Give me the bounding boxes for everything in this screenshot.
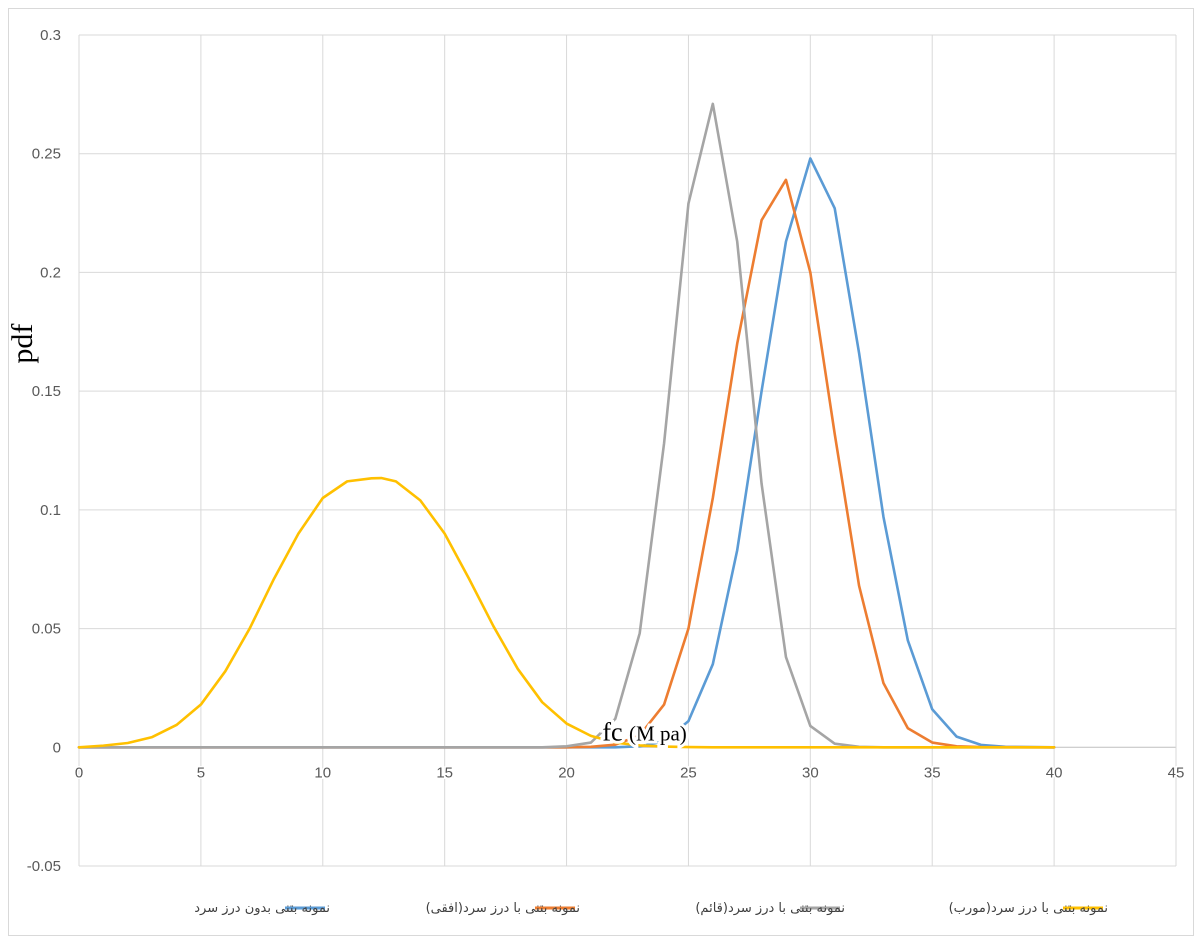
x-tick-label: 45 — [1168, 764, 1185, 781]
x-tick-label: 15 — [436, 764, 453, 781]
x-tick-label: 40 — [1046, 764, 1063, 781]
legend-label: نمونه بتنی با درز سرد(مورب) — [949, 901, 1108, 916]
x-tick-label: 30 — [802, 764, 819, 781]
legend-item: نمونه بتنی با درز سرد(مورب) — [949, 901, 1108, 916]
x-axis-title-unit: (M pa) — [629, 721, 687, 745]
chart-frame — [8, 8, 1194, 936]
x-tick-label: 10 — [314, 764, 331, 781]
x-tick-label: 5 — [197, 764, 205, 781]
y-tick-label: 0.3 — [40, 27, 61, 44]
y-tick-label: 0.1 — [40, 502, 61, 519]
legend-label: نمونه بتنی بدون درز سرد — [194, 901, 330, 916]
x-axis-title-main: fc — [602, 717, 629, 746]
legend: نمونه بتنی بدون درز سرد نمونه بتنی با درز… — [194, 901, 1108, 916]
series-line-1 — [77, 157, 1056, 749]
y-tick-label: 0.2 — [40, 264, 61, 281]
y-tick-label: 0 — [53, 739, 61, 756]
y-axis-title: pdf — [6, 324, 39, 364]
x-tick-label: 35 — [924, 764, 941, 781]
legend-label: نمونه بتنی با درز سرد(افقی) — [426, 901, 580, 916]
legend-item: نمونه بتنی با درز سرد(قائم) — [695, 901, 845, 916]
y-tick-label: 0.15 — [32, 383, 61, 400]
y-tick-label: 0.05 — [32, 621, 61, 638]
series-line-4 — [77, 476, 1056, 749]
y-tick-label: -0.05 — [27, 858, 61, 875]
legend-label: نمونه بتنی با درز سرد(قائم) — [695, 901, 845, 916]
x-tick-label: 20 — [558, 764, 575, 781]
legend-item: نمونه بتنی با درز سرد(افقی) — [426, 901, 580, 916]
x-tick-label: 0 — [75, 764, 83, 781]
x-tick-label: 25 — [680, 764, 697, 781]
legend-item: نمونه بتنی بدون درز سرد — [194, 901, 330, 916]
y-tick-label: 0.25 — [32, 146, 61, 163]
x-axis-title: fc (M pa) — [602, 717, 686, 746]
